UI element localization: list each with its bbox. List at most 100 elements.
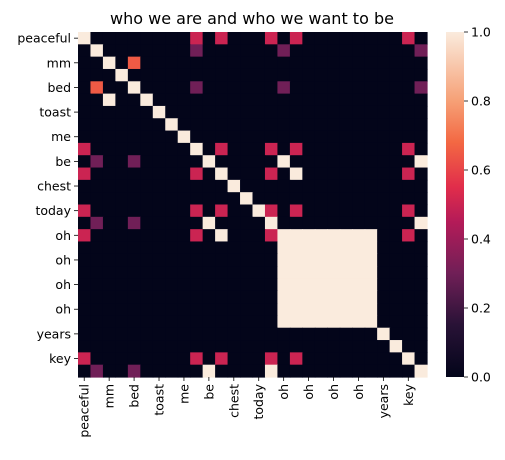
heatmap-cell (165, 81, 179, 95)
heatmap-cell (314, 93, 328, 107)
heatmap-cell (364, 266, 378, 280)
heatmap-cell (190, 229, 204, 243)
heatmap-cell (352, 118, 366, 132)
heatmap-cell (227, 167, 241, 181)
heatmap-cell (302, 253, 316, 267)
heatmap-cell (165, 56, 179, 70)
heatmap-cell (202, 229, 216, 243)
heatmap-cell (190, 81, 204, 95)
heatmap-cell (414, 155, 428, 169)
heatmap-cell (302, 179, 316, 193)
heatmap-cell (402, 167, 416, 181)
heatmap-cell (402, 204, 416, 218)
heatmap-cell (152, 105, 166, 119)
heatmap-cell (302, 167, 316, 181)
colorbar (446, 32, 464, 377)
heatmap-cell (252, 290, 266, 304)
heatmap-cell (102, 290, 116, 304)
heatmap-cell (377, 155, 391, 169)
heatmap-cell (127, 352, 141, 366)
heatmap-cell (252, 340, 266, 353)
heatmap-cell (252, 278, 266, 292)
heatmap-cell (302, 340, 316, 353)
heatmap-cell (314, 44, 328, 58)
heatmap-cell (364, 93, 378, 107)
heatmap-cell (364, 155, 378, 169)
heatmap-cell (115, 229, 129, 243)
heatmap-cell (240, 93, 254, 107)
heatmap-cell (414, 315, 428, 329)
heatmap-cell (190, 179, 204, 193)
heatmap-cell (227, 241, 241, 255)
heatmap-cell (314, 142, 328, 156)
heatmap-cell (339, 364, 353, 378)
heatmap-cell (102, 81, 116, 95)
heatmap-cell (327, 278, 341, 292)
heatmap-cell (289, 266, 303, 280)
heatmap-cell (302, 68, 316, 82)
heatmap-cell (364, 278, 378, 292)
heatmap-cell (215, 68, 229, 82)
heatmap-cell (240, 142, 254, 156)
heatmap-cell (140, 81, 154, 95)
heatmap-cell (377, 241, 391, 255)
heatmap-cell (252, 32, 266, 45)
heatmap-cell (389, 340, 403, 353)
heatmap-cell (327, 253, 341, 267)
heatmap-cell (202, 315, 216, 329)
heatmap-cell (327, 315, 341, 329)
heatmap-cell (364, 253, 378, 267)
heatmap-cell (264, 93, 279, 107)
heatmap-cell (78, 44, 92, 58)
heatmap-cell (240, 241, 254, 255)
heatmap-cell (152, 253, 166, 267)
heatmap-cell (289, 118, 303, 132)
heatmap-cell (78, 81, 92, 95)
heatmap-cell (302, 44, 316, 58)
heatmap-cell (240, 253, 254, 267)
heatmap-cell (339, 56, 353, 70)
heatmap-cell (177, 93, 191, 107)
heatmap-cell (215, 340, 229, 353)
heatmap-cell (227, 81, 241, 95)
heatmap-cell (277, 266, 291, 280)
heatmap-cell (190, 241, 204, 255)
heatmap-cell (90, 229, 104, 243)
heatmap-cell (165, 352, 179, 366)
heatmap-cell (202, 93, 216, 107)
heatmap-cell (78, 290, 92, 304)
heatmap-cell (314, 32, 328, 45)
x-tick-label: toast (152, 384, 167, 416)
heatmap-cell (252, 179, 266, 193)
colorbar-tick-label: 0.2 (471, 301, 491, 316)
heatmap-cell (177, 241, 191, 255)
heatmap-cell (389, 81, 403, 95)
heatmap-cell (202, 105, 216, 119)
heatmap-cell (177, 352, 191, 366)
heatmap-cell (339, 266, 353, 280)
heatmap-cell (402, 32, 416, 45)
heatmap-cell (177, 266, 191, 280)
heatmap-cell (289, 56, 303, 70)
heatmap-cell (240, 364, 254, 378)
heatmap-cell (389, 327, 403, 341)
heatmap-cell (102, 229, 116, 243)
heatmap-cell (177, 278, 191, 292)
heatmap-cell (414, 290, 428, 304)
heatmap-cell (177, 130, 191, 144)
heatmap-cell (227, 155, 241, 169)
heatmap-cell (140, 118, 154, 132)
heatmap-cell (289, 303, 303, 316)
heatmap-cell (190, 142, 204, 156)
heatmap-cell (165, 44, 179, 58)
heatmap-cell (127, 204, 141, 218)
heatmap-cell (402, 216, 416, 230)
heatmap-cell (227, 68, 241, 82)
heatmap-cell (215, 118, 229, 132)
heatmap-cell (377, 315, 391, 329)
heatmap-cell (302, 315, 316, 329)
heatmap-cell (90, 81, 104, 95)
heatmap-cell (314, 266, 328, 280)
heatmap-cell (115, 118, 129, 132)
